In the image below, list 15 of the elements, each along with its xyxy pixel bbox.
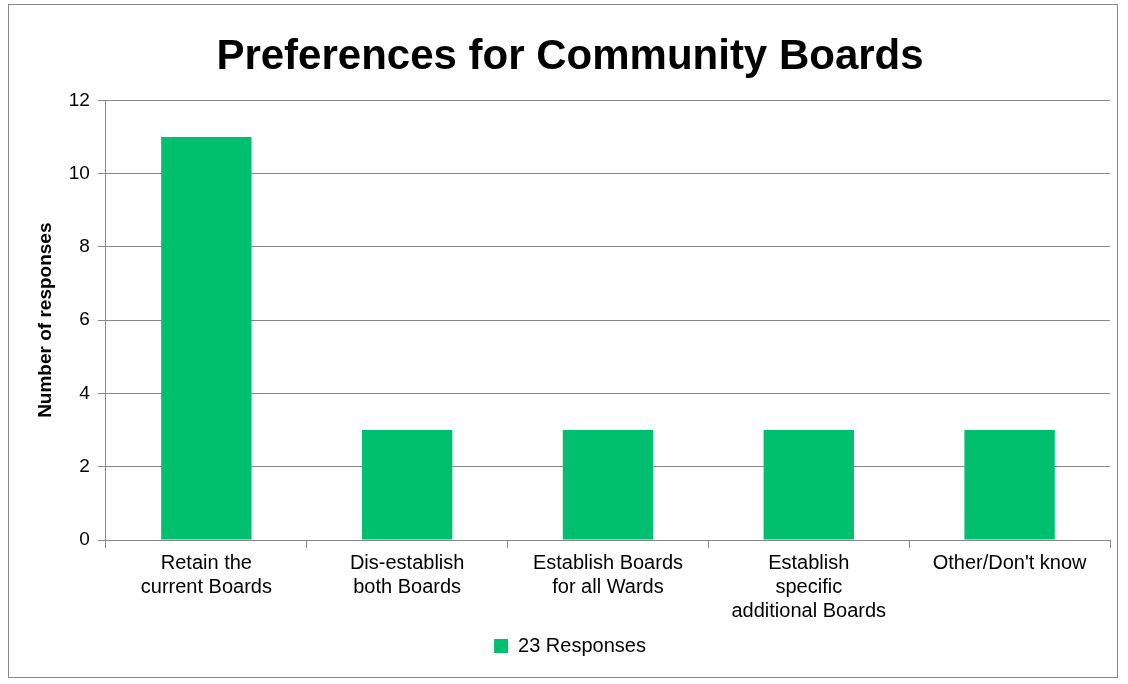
y-tick-label: 12 — [68, 88, 90, 110]
x-tick-label: Other/Don't know — [932, 550, 1088, 573]
y-tick-label: 10 — [68, 161, 90, 183]
y-axis-title: Number of responses — [33, 222, 55, 418]
y-tick-label: 2 — [79, 454, 90, 476]
y-tick-label: 4 — [79, 381, 91, 403]
x-tick-label: Establish Boards for all Wards — [532, 550, 684, 597]
x-tick-label: Dis-establish both Boards — [349, 550, 465, 597]
x-tick-label: Retain the current Boards — [140, 550, 272, 597]
chart-title: Preferences for Community Boards — [216, 30, 924, 78]
y-tick-label: 8 — [79, 235, 90, 257]
y-tick-label: 6 — [79, 308, 90, 330]
legend-label: 23 Responses — [518, 633, 646, 656]
y-tick-label: 0 — [79, 528, 90, 550]
x-tick-label: Establish specific additional Boards — [731, 550, 887, 621]
